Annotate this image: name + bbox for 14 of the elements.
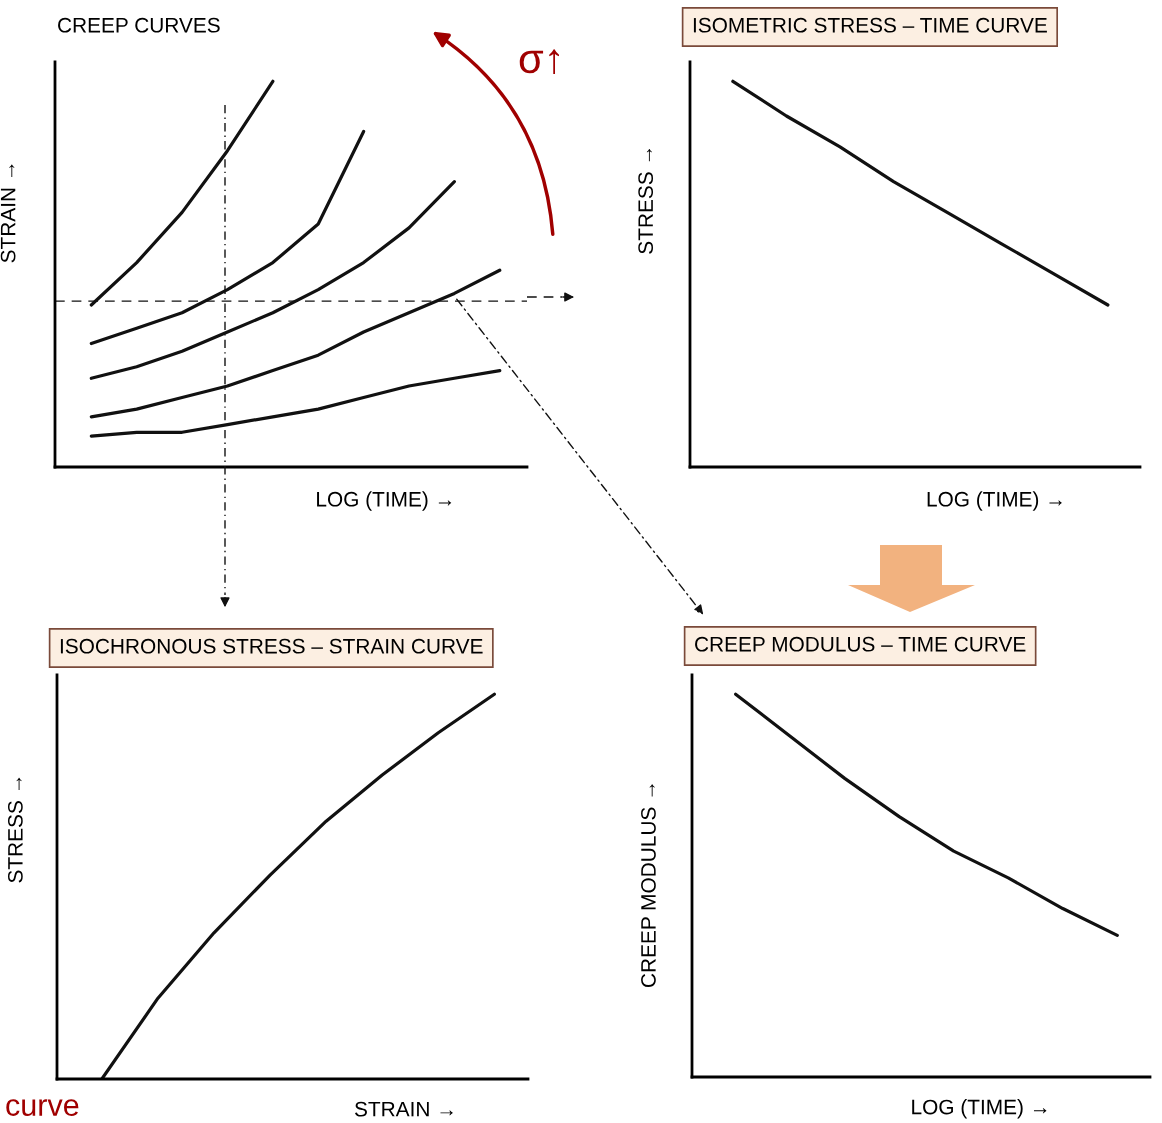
y-axis-title: CREEP MODULUS → bbox=[641, 784, 656, 987]
text: σ↑ bbox=[519, 49, 560, 75]
chart-title: ISOCHRONOUS STRESS – STRAIN CURVE bbox=[60, 638, 483, 654]
text: curve bbox=[6, 1099, 79, 1116]
chart-title: CREEP MODULUS – TIME CURVE bbox=[695, 636, 1026, 652]
x-axis-title: LOG (TIME) → bbox=[912, 1099, 1047, 1119]
y-axis-title: STRESS → bbox=[638, 148, 654, 254]
chart-title: CREEP CURVES bbox=[58, 17, 220, 33]
y-axis-title: STRAIN → bbox=[0, 164, 16, 263]
x-axis-title: LOG (TIME) → bbox=[927, 491, 1062, 511]
y-axis-title: STRESS → bbox=[7, 777, 23, 883]
chart-title: ISOMETRIC STRESS – TIME CURVE bbox=[693, 17, 1047, 33]
x-axis-title: STRAIN → bbox=[354, 1101, 453, 1117]
x-axis-title: LOG (TIME) → bbox=[317, 491, 452, 511]
